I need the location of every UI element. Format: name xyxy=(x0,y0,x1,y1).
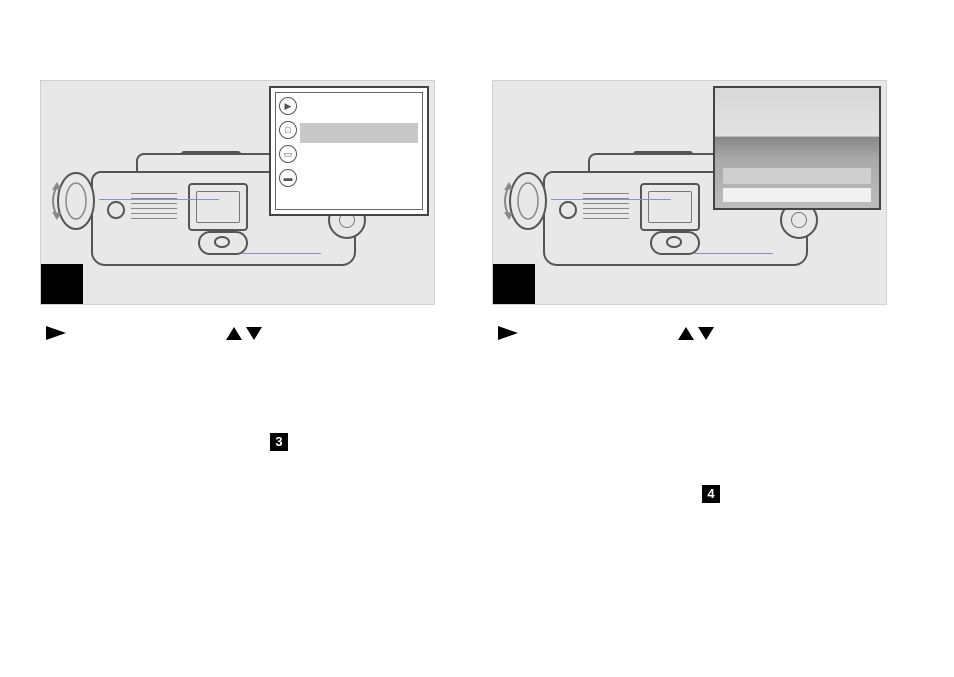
right-column: 4 xyxy=(492,80,914,513)
preview-option-band xyxy=(723,168,871,184)
camera-left-button xyxy=(559,201,577,219)
menu-icon-toolbox: ▭ xyxy=(279,145,297,163)
camera-lcd xyxy=(188,183,248,231)
instruction-row xyxy=(40,323,462,343)
multi-selector-callout xyxy=(495,166,555,236)
camera-speaker-grille xyxy=(583,193,629,223)
figure-panel-left: ▶ □ ▭ ▬ xyxy=(40,80,435,305)
instruction-row xyxy=(492,323,914,343)
step-ref-badge: 4 xyxy=(702,485,720,503)
menu-icon-frame: □ xyxy=(279,121,297,139)
callout-line xyxy=(99,199,219,200)
body-text-area-left: 3 xyxy=(40,433,462,513)
updown-triangles-icon xyxy=(226,327,262,340)
body-text-area-right: 4 xyxy=(492,433,914,513)
lcd-photo-preview xyxy=(713,86,881,210)
menu-icon-play: ▶ xyxy=(279,97,297,115)
step-badge xyxy=(493,264,535,304)
step-badge xyxy=(41,264,83,304)
camera-speaker-grille xyxy=(131,193,177,223)
step-ref-badge: 3 xyxy=(270,433,288,451)
menu-highlight-bar xyxy=(300,123,418,143)
figure-panel-right xyxy=(492,80,887,305)
preview-option-band xyxy=(723,188,871,202)
callout-line xyxy=(241,253,321,254)
camera-left-button xyxy=(107,201,125,219)
manual-page: ▶ □ ▭ ▬ 3 xyxy=(0,0,954,553)
camera-control-pad xyxy=(640,231,710,259)
arrow-right-icon xyxy=(498,326,518,340)
updown-triangles-icon xyxy=(678,327,714,340)
left-column: ▶ □ ▭ ▬ 3 xyxy=(40,80,462,513)
callout-line xyxy=(693,253,773,254)
multi-selector-callout xyxy=(43,166,103,236)
camera-control-pad xyxy=(188,231,258,259)
camera-lcd xyxy=(640,183,700,231)
arrow-right-icon xyxy=(46,326,66,340)
menu-icon-settings: ▬ xyxy=(279,169,297,187)
lcd-menu-overlay: ▶ □ ▭ ▬ xyxy=(269,86,429,216)
callout-line xyxy=(551,199,671,200)
